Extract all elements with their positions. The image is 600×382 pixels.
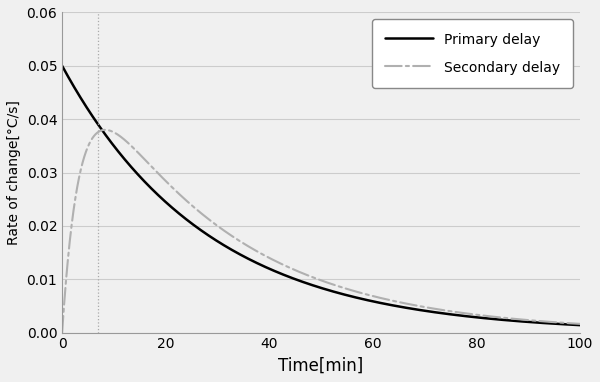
Primary delay — [369, 299, 376, 304]
Secondary delay — [445, 309, 452, 313]
Secondary delay — [101, 128, 109, 132]
Secondary delay — [576, 322, 583, 326]
Secondary delay — [256, 251, 263, 255]
Primary delay — [152, 191, 160, 196]
Primary delay — [576, 323, 583, 327]
Secondary delay — [59, 330, 66, 335]
Secondary delay — [395, 300, 403, 304]
Secondary delay — [152, 169, 160, 174]
Y-axis label: Rate of change[°C/s]: Rate of change[°C/s] — [7, 100, 21, 245]
Secondary delay — [369, 294, 376, 298]
X-axis label: Time[min]: Time[min] — [278, 357, 364, 375]
Primary delay — [484, 316, 491, 321]
Primary delay — [395, 304, 403, 309]
Line: Primary delay: Primary delay — [62, 66, 580, 325]
Primary delay — [59, 63, 66, 68]
Legend: Primary delay, Secondary delay: Primary delay, Secondary delay — [372, 19, 573, 88]
Primary delay — [256, 262, 263, 267]
Line: Secondary delay: Secondary delay — [62, 130, 580, 333]
Secondary delay — [484, 314, 491, 318]
Primary delay — [445, 312, 452, 316]
